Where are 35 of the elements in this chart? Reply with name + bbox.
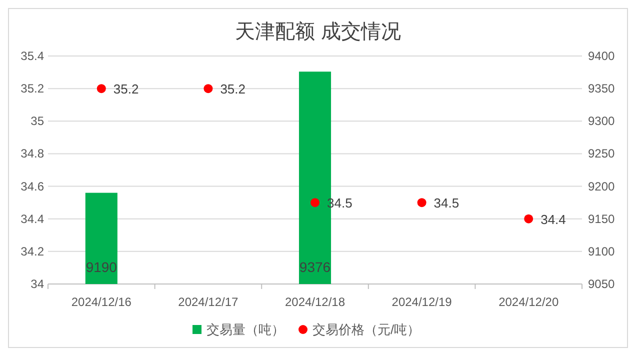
point	[310, 198, 320, 208]
y-tick-label: 34.4	[20, 212, 44, 226]
y2-tick-label: 9050	[588, 277, 616, 291]
x-tick-label: 2024/12/18	[284, 295, 346, 309]
y-tick-label: 35.4	[20, 49, 44, 63]
y2-tick-label: 9400	[588, 49, 616, 63]
data-label: 9376	[299, 259, 331, 275]
y-tick-label: 34.6	[20, 179, 44, 194]
point	[417, 198, 426, 208]
y2-tick-label: 9250	[588, 146, 616, 161]
data-label: 34.5	[434, 196, 460, 211]
y-tick-label: 34.8	[20, 146, 44, 161]
point	[204, 84, 213, 94]
y2-tick-label: 9150	[588, 212, 616, 226]
data-label: 9190	[86, 259, 118, 275]
point	[96, 84, 106, 94]
legend-label: 交易量（吨）	[206, 322, 284, 337]
data-label: 35.2	[113, 82, 139, 97]
legend-label: 交易价格（元/吨）	[312, 322, 420, 337]
chart-title: 天津配额 成交情况	[234, 19, 402, 43]
point	[524, 214, 534, 224]
y2-tick-label: 9100	[588, 244, 616, 258]
y2-tick-label: 9200	[588, 179, 616, 194]
data-label: 35.2	[220, 82, 246, 97]
y-tick-label: 34.2	[20, 244, 44, 258]
y2-tick-label: 9350	[588, 82, 616, 96]
x-tick-label: 2024/12/17	[178, 295, 239, 309]
x-tick-label: 2024/12/19	[392, 295, 452, 309]
y2-tick-label: 9300	[588, 114, 616, 128]
y-tick-label: 35.2	[20, 82, 44, 96]
x-tick-label: 2024/12/20	[498, 295, 559, 309]
y-tick-label: 34	[30, 277, 44, 291]
y-tick-label: 35	[30, 114, 44, 128]
data-label: 34.4	[540, 212, 566, 227]
x-tick-label: 2024/12/16	[71, 295, 132, 309]
